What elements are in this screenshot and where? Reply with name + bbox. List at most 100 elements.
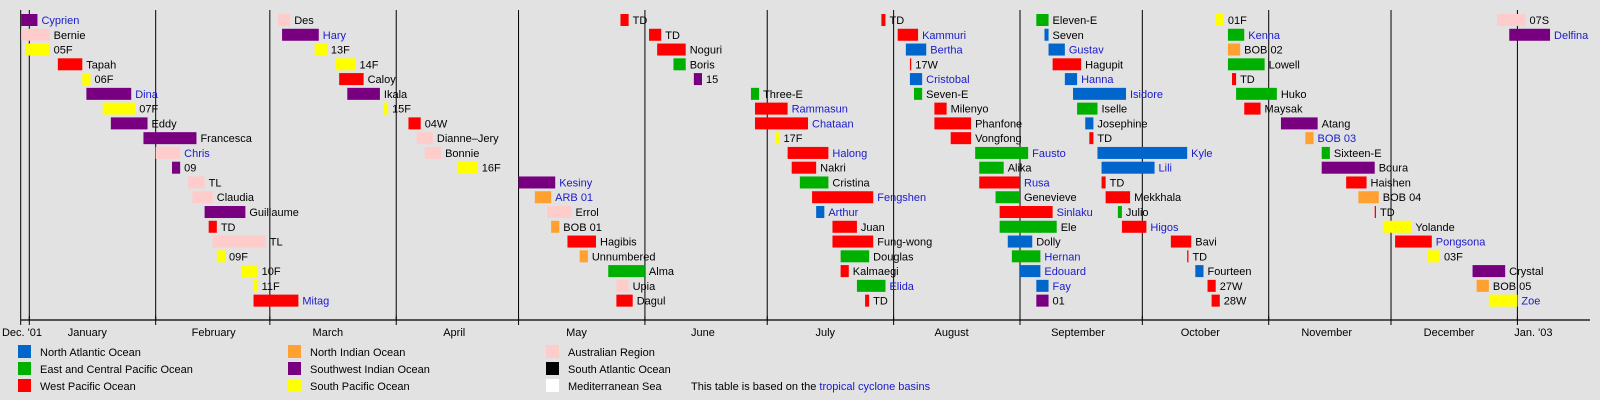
storm-label: Crystal <box>1509 266 1543 278</box>
storm-pongsona[interactable]: Pongsona <box>1395 235 1486 249</box>
storm-julio: Julio <box>1117 206 1149 219</box>
storm-hanna[interactable]: Hanna <box>1064 73 1115 86</box>
storm-iselle: Iselle <box>1077 102 1127 116</box>
storm-label: Upia <box>633 281 657 293</box>
storm-label[interactable]: Isidore <box>1130 89 1163 101</box>
storm-chataan[interactable]: Chataan <box>755 117 854 130</box>
storm-label: TD <box>1192 251 1207 263</box>
storm-label[interactable]: Edouard <box>1044 266 1086 278</box>
storm-bob-03[interactable]: BOB 03 <box>1305 132 1356 145</box>
storm-label[interactable]: Fengshen <box>877 192 926 204</box>
storm-elida[interactable]: Elida <box>856 279 915 293</box>
storm-label: Kalmaegi <box>853 266 899 278</box>
storm-isidore[interactable]: Isidore <box>1073 87 1163 101</box>
storm-label[interactable]: Rusa <box>1024 177 1051 189</box>
storm-bar <box>1305 132 1314 145</box>
storm-bernie: Bernie <box>21 28 85 42</box>
storm-label[interactable]: Kyle <box>1191 148 1212 160</box>
storm-fengshen[interactable]: Fengshen <box>812 191 926 204</box>
storm-kenna[interactable]: Kenna <box>1227 28 1281 42</box>
storm-label[interactable]: ARB 01 <box>555 192 593 204</box>
storm-label[interactable]: Dina <box>135 89 159 101</box>
storm-label[interactable]: Chataan <box>812 118 854 130</box>
storm-hernan[interactable]: Hernan <box>1011 250 1081 263</box>
storm-label[interactable]: Bertha <box>930 45 963 57</box>
storm-label[interactable]: Kammuri <box>922 30 966 42</box>
storm-label: TD <box>873 296 888 308</box>
storm-label[interactable]: Elida <box>889 281 914 293</box>
storm-label[interactable]: Kesiny <box>559 177 593 189</box>
storm-label[interactable]: BOB 03 <box>1318 133 1357 145</box>
storm-label[interactable]: Hernan <box>1044 251 1080 263</box>
storm-label: Julio <box>1126 207 1149 219</box>
storm-label[interactable]: Kenna <box>1248 30 1281 42</box>
storm-bar <box>1044 28 1049 41</box>
month-gridlines <box>20 10 1518 320</box>
storm-sinlaku[interactable]: Sinlaku <box>999 206 1093 219</box>
storm-lowell: Lowell <box>1227 58 1300 71</box>
storm-juan: Juan <box>832 220 885 234</box>
storm-label[interactable]: Cristobal <box>926 74 969 86</box>
storm-17w: 17W <box>909 58 938 71</box>
time-axis: Dec. '01 January February March April May June… <box>2 316 1590 339</box>
storm-rammasun[interactable]: Rammasun <box>755 102 848 116</box>
storm-01f: 01F <box>1215 14 1247 27</box>
storm-higos[interactable]: Higos <box>1121 220 1179 234</box>
storm-bar <box>649 28 662 41</box>
storm-label[interactable]: Fausto <box>1032 148 1066 160</box>
storm-label[interactable]: Halong <box>832 148 867 160</box>
storm-edouard[interactable]: Edouard <box>1020 265 1086 278</box>
storm-lili[interactable]: Lili <box>1101 161 1172 175</box>
storm-label[interactable]: Higos <box>1150 222 1179 234</box>
storm-bertha[interactable]: Bertha <box>905 43 964 57</box>
storm-label[interactable]: Chris <box>184 148 210 160</box>
storm-label[interactable]: Zoe <box>1521 296 1540 308</box>
storm-label[interactable]: Arthur <box>828 207 858 219</box>
storm-kesiny[interactable]: Kesiny <box>518 176 593 189</box>
storm-douglas: Douglas <box>840 250 914 263</box>
storm-label[interactable]: Cyprien <box>41 15 79 27</box>
legend-label: Southwest Indian Ocean <box>310 364 430 376</box>
legend-label: South Atlantic Ocean <box>568 364 671 376</box>
storm-haishen: Haishen <box>1346 176 1411 189</box>
storm-seven: Seven <box>1044 28 1084 42</box>
storm-gustav[interactable]: Gustav <box>1048 43 1105 57</box>
legend-swatch <box>546 362 559 375</box>
storm-zoe[interactable]: Zoe <box>1488 294 1541 308</box>
storm-delfina[interactable]: Delfina <box>1509 28 1589 42</box>
storm-label[interactable]: Rammasun <box>792 104 848 116</box>
storm-label[interactable]: Hanna <box>1081 74 1114 86</box>
storm-label[interactable]: Mitag <box>302 296 329 308</box>
storm-arb-01[interactable]: ARB 01 <box>534 191 593 204</box>
storm-bar <box>1232 73 1237 86</box>
storm-dina[interactable]: Dina <box>86 87 159 101</box>
storm-label[interactable]: Lili <box>1159 163 1172 175</box>
legend-swatch <box>546 379 559 392</box>
storm-label[interactable]: Hary <box>323 30 347 42</box>
storm-bar <box>693 73 703 86</box>
x-tick-label: January <box>68 327 108 339</box>
storm-kyle[interactable]: Kyle <box>1097 146 1213 160</box>
tropical-cyclone-basins-link[interactable]: tropical cyclone basins <box>819 381 930 393</box>
storm-hary[interactable]: Hary <box>282 28 347 42</box>
storm-bar <box>253 279 258 292</box>
storm-halong[interactable]: Halong <box>787 146 868 160</box>
storm-kammuri[interactable]: Kammuri <box>897 28 966 42</box>
storm-bar <box>1052 58 1082 71</box>
storm-mitag[interactable]: Mitag <box>253 294 330 308</box>
storm-rusa[interactable]: Rusa <box>979 176 1051 189</box>
storm-cyprien[interactable]: Cyprien <box>21 14 79 27</box>
storm-cristobal[interactable]: Cristobal <box>909 73 970 86</box>
storm-label[interactable]: Gustav <box>1069 45 1104 57</box>
storm-label[interactable]: Delfina <box>1554 30 1589 42</box>
storm-label[interactable]: Sinlaku <box>1057 207 1093 219</box>
storm-bar <box>1170 235 1192 248</box>
storm-bar <box>934 102 947 115</box>
storm-arthur[interactable]: Arthur <box>816 206 859 219</box>
storm-label[interactable]: Pongsona <box>1436 237 1486 249</box>
storm-fay[interactable]: Fay <box>1036 279 1072 293</box>
storm-label[interactable]: Fay <box>1053 281 1072 293</box>
storm-chris[interactable]: Chris <box>155 146 211 160</box>
storm-label: Bavi <box>1195 237 1216 249</box>
storm-fausto[interactable]: Fausto <box>975 146 1066 160</box>
